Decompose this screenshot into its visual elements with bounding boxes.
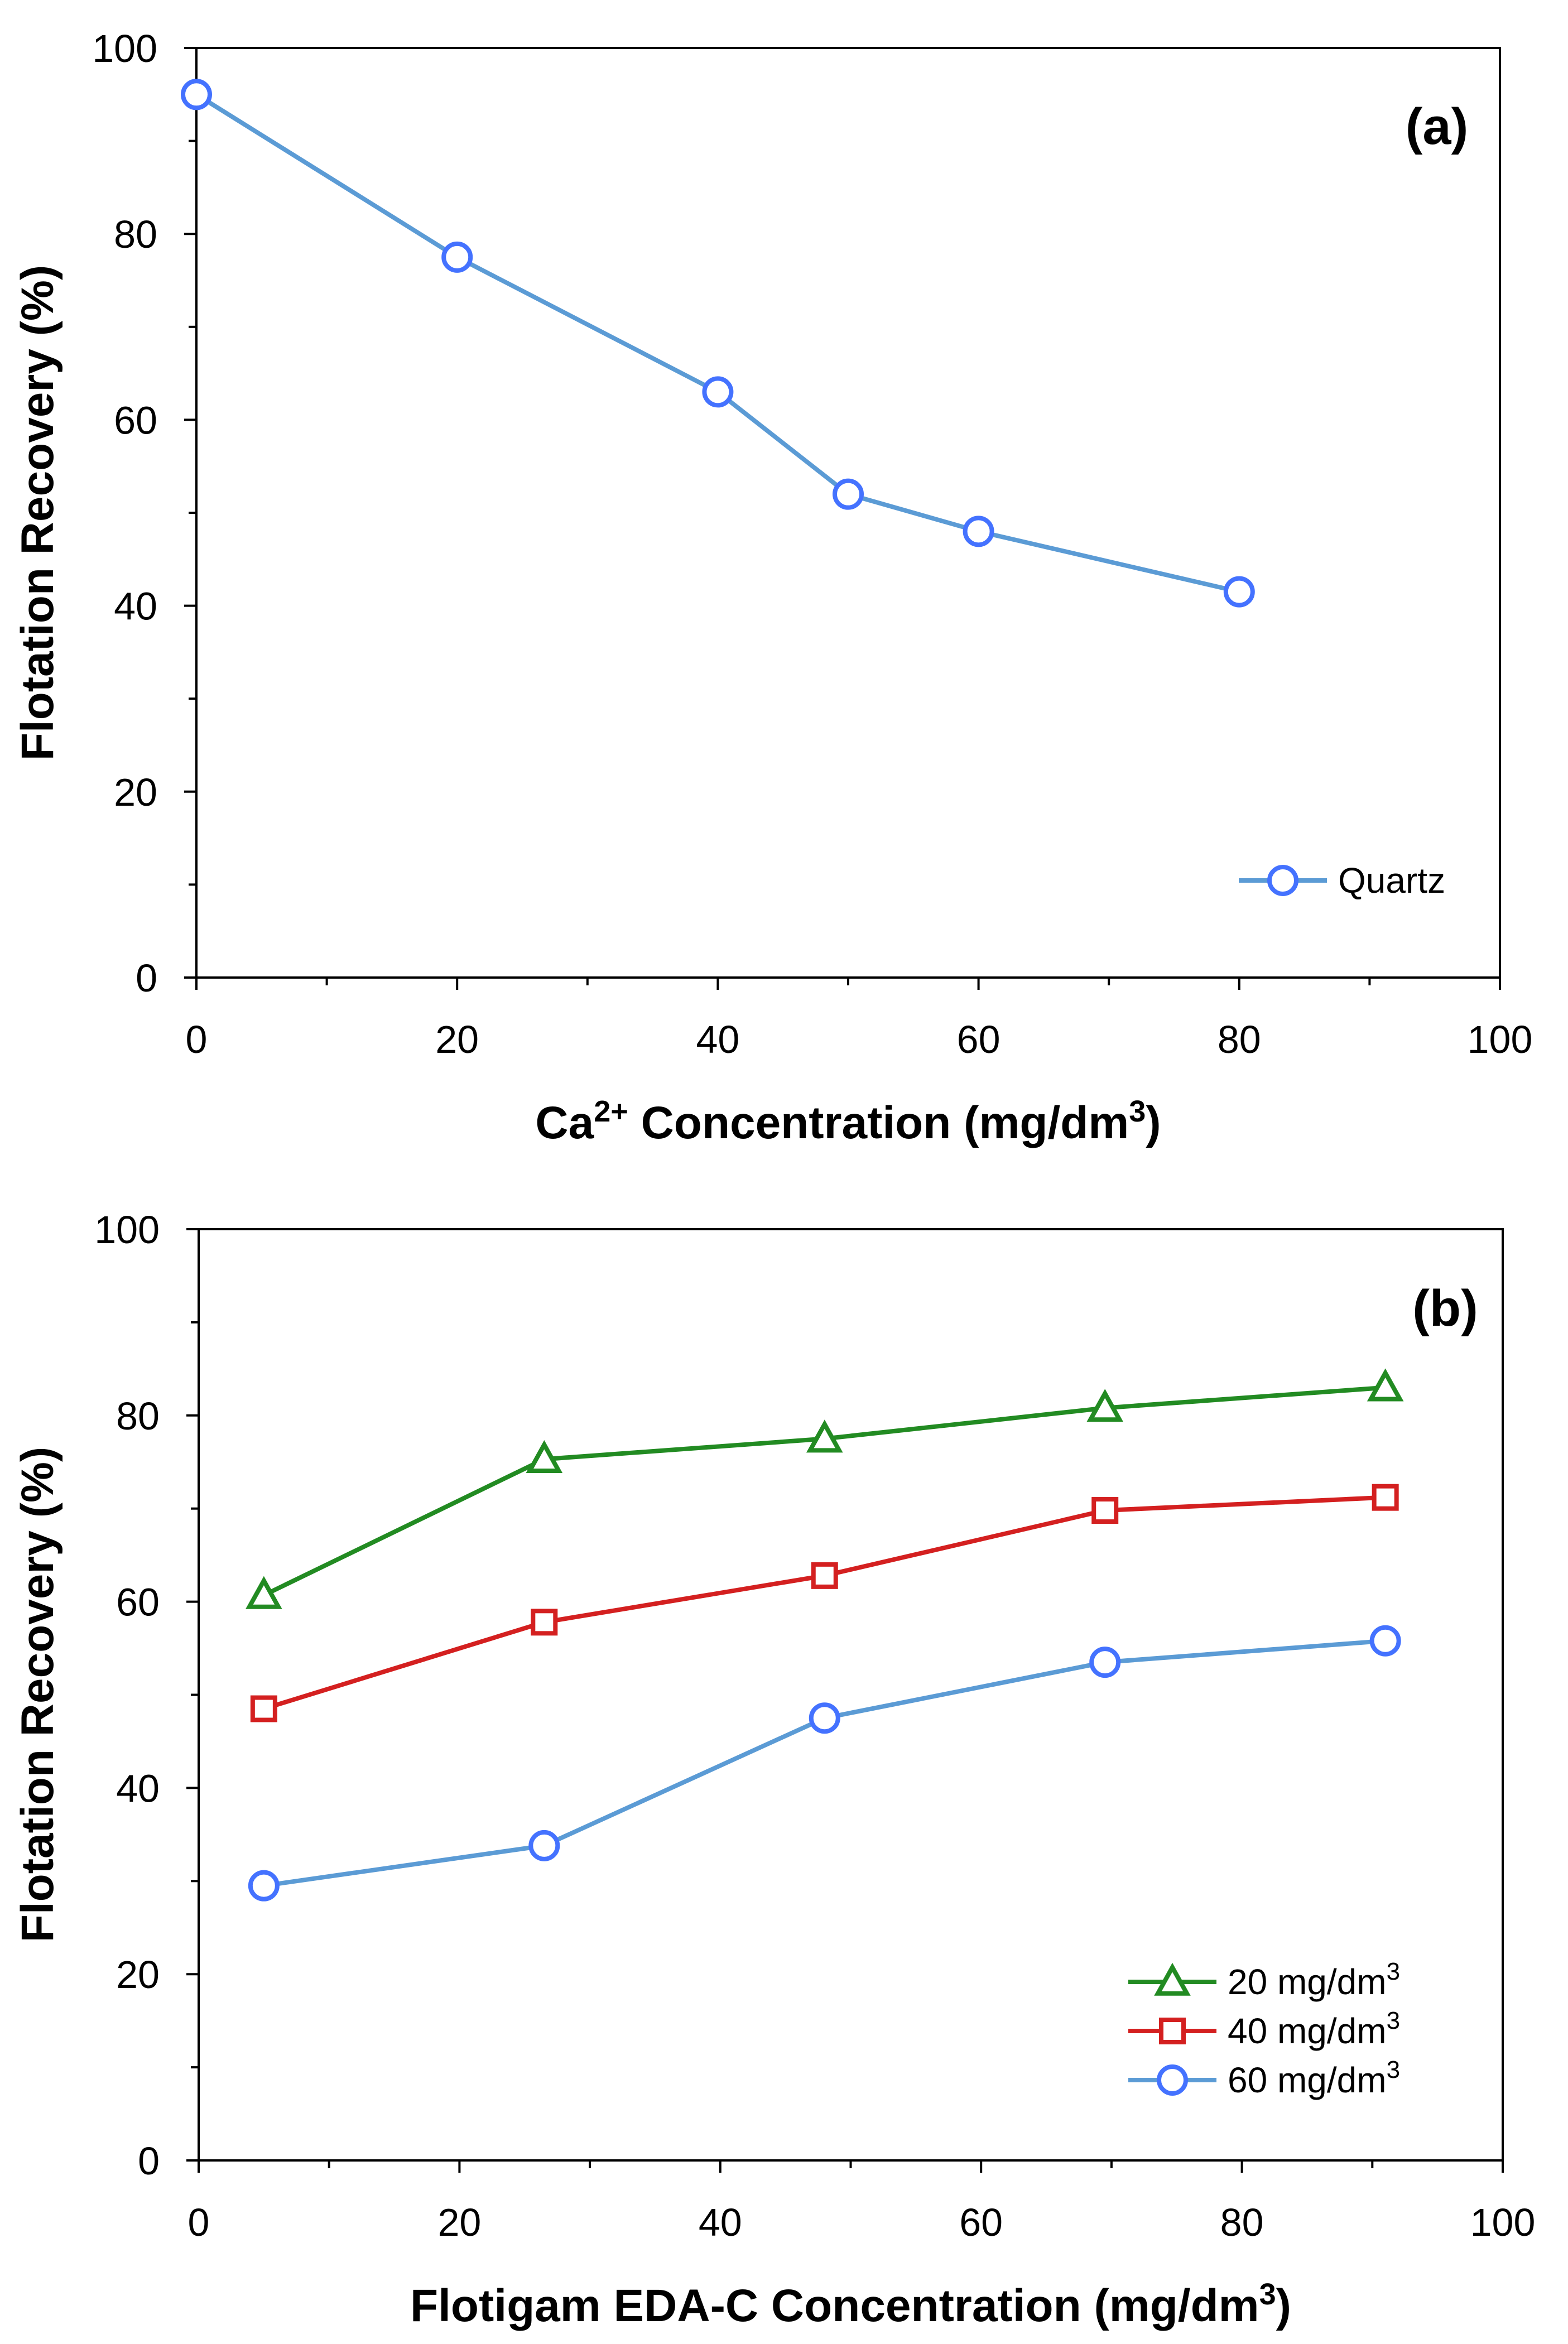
y-axis-title: Flotation Recovery (%) (12, 265, 63, 761)
legend-marker (1157, 2064, 1188, 2096)
x-axis-title-superscript: 2+ (594, 1095, 628, 1128)
data-point (702, 376, 734, 408)
x-tick-label: 100 (1468, 1018, 1533, 1061)
legend-entry: 40 mg/dm3 (1128, 2007, 1400, 2051)
data-point (528, 1830, 560, 1861)
panel-label: (b) (1412, 1280, 1478, 1337)
y-tick-label: 40 (114, 585, 157, 628)
series-line (263, 1495, 1386, 1711)
x-tick-label: 0 (186, 1018, 208, 1061)
data-point (809, 1702, 840, 1734)
x-tick-label: 0 (188, 2201, 210, 2244)
data-point (248, 1870, 280, 1902)
series-line (195, 92, 1240, 594)
x-axis-title-part: Flotigam EDA-C Concentration (mg/dm (410, 2280, 1259, 2331)
legend-label-superscript: 3 (1387, 1958, 1400, 1985)
y-tick-label: 80 (114, 213, 157, 256)
legend-label-superscript: 3 (1387, 2007, 1400, 2034)
data-point (181, 79, 212, 110)
legend-label: 20 mg/dm3 (1228, 1958, 1400, 2002)
data-point (441, 241, 473, 273)
plot-frame (195, 47, 1501, 979)
x-tick-label: 60 (957, 1018, 1001, 1061)
x-tick-label: 80 (1220, 2201, 1264, 2244)
legend-label: 40 mg/dm3 (1228, 2007, 1400, 2051)
legend-label: Quartz (1338, 860, 1445, 901)
chart-panel-b: 0 20 40 60 80 100 0 20 40 60 80 100 Flotigam EDA-C C… (12, 1208, 1535, 2331)
x-axis-title: Flotigam EDA-C Concentration (mg/dm3) (410, 2278, 1291, 2331)
data-point (833, 478, 864, 510)
legend-entry: Quartz (1239, 860, 1445, 901)
legend-marker (1159, 2018, 1186, 2044)
y-tick-label: 100 (92, 27, 157, 70)
legend-marker (1154, 1962, 1191, 1996)
x-tick-label: 80 (1218, 1018, 1261, 1061)
x-tick-label: 100 (1470, 2201, 1536, 2244)
data-point (250, 1695, 277, 1722)
legend-marker (1267, 865, 1298, 896)
legend-label: 60 mg/dm3 (1228, 2056, 1400, 2100)
legend-entry: 20 mg/dm3 (1128, 1958, 1400, 2002)
y-tick-label: 0 (136, 956, 157, 1000)
y-axis-title: Flotation Recovery (%) (12, 1447, 63, 1942)
x-axis-title-part: Ca (535, 1098, 594, 1148)
data-point (1086, 1389, 1124, 1422)
y-tick-label: 60 (114, 398, 157, 442)
y-tick-label: 20 (116, 1953, 160, 1996)
data-point (1372, 1484, 1399, 1511)
data-point (1089, 1647, 1121, 1678)
legend-label-text: 40 mg/dm (1228, 2011, 1387, 2051)
x-axis-title-superscript: 3 (1129, 1095, 1146, 1128)
x-tick-label: 40 (699, 2201, 742, 2244)
x-tick-label: 20 (437, 2201, 481, 2244)
y-tick-label: 80 (116, 1394, 160, 1438)
x-tick-label: 40 (696, 1018, 739, 1061)
data-point (246, 1576, 282, 1609)
legend-entry: 60 mg/dm3 (1128, 2056, 1400, 2100)
data-point (526, 1440, 563, 1474)
x-axis-title-part: Concentration (mg/dm (628, 1098, 1129, 1148)
data-point (811, 1562, 838, 1589)
panel-label: (a) (1406, 98, 1468, 155)
chart-panel-a: 0 20 40 60 80 100 0 20 40 60 80 100 Ca2+ Concentrati… (12, 27, 1532, 1148)
y-tick-label: 100 (94, 1208, 160, 1252)
data-point (1369, 1625, 1401, 1657)
data-point (1223, 576, 1255, 608)
x-axis-title: Ca2+ Concentration (mg/dm3) (535, 1095, 1161, 1148)
data-point (531, 1609, 558, 1636)
y-tick-label: 40 (116, 1767, 160, 1810)
x-tick-label: 60 (959, 2201, 1003, 2244)
y-tick-label: 60 (116, 1581, 160, 1624)
legend-label-text: 20 mg/dm (1228, 1962, 1387, 2002)
series-line (263, 1638, 1386, 1888)
legend-label-text: 60 mg/dm (1228, 2060, 1387, 2100)
data-point (1367, 1368, 1404, 1402)
legend-label-superscript: 3 (1387, 2056, 1400, 2083)
x-axis-title-part: ) (1276, 2280, 1291, 2331)
data-point (963, 516, 994, 547)
data-point (806, 1419, 843, 1453)
x-tick-label: 20 (435, 1018, 479, 1061)
legend-label-text: Quartz (1338, 860, 1445, 901)
y-tick-label: 20 (114, 771, 157, 814)
x-axis-title-part: ) (1146, 1098, 1161, 1148)
data-point (1091, 1497, 1119, 1524)
x-axis-title-superscript: 3 (1259, 2278, 1276, 2311)
y-tick-label: 0 (138, 2139, 160, 2183)
